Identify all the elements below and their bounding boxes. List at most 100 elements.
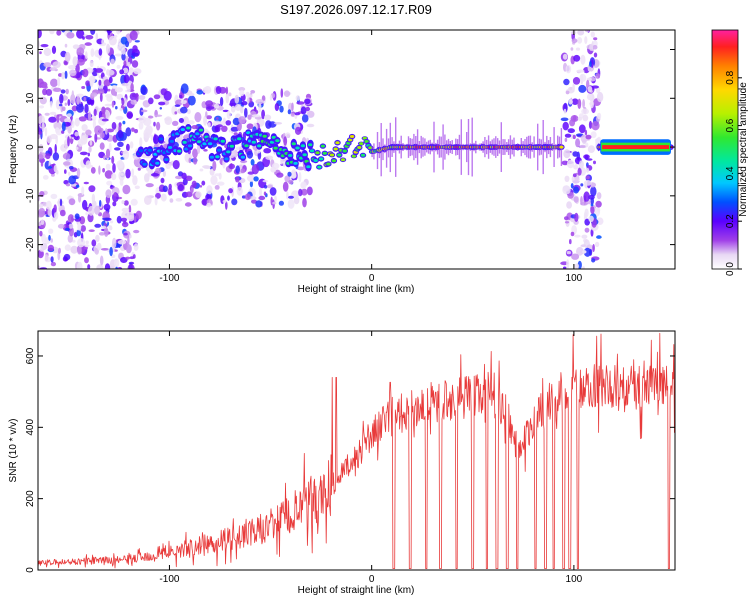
- noise-speckle: [57, 77, 61, 87]
- noise-speckle: [216, 124, 223, 128]
- noise-speckle: [43, 62, 52, 68]
- noise-speckle: [214, 185, 220, 190]
- noise-speckle: [64, 227, 70, 231]
- noise-speckle: [91, 92, 98, 97]
- spectrogram-xtick-label: -100: [159, 273, 179, 284]
- noise-speckle: [89, 77, 94, 88]
- noise-speckle: [123, 74, 130, 84]
- noise-speckle: [583, 247, 592, 257]
- snr-frame: [37, 330, 676, 571]
- noise-speckle: [562, 53, 568, 60]
- noise-speckle: [117, 46, 122, 49]
- ridge-core: [309, 149, 315, 153]
- noise-speckle: [572, 151, 579, 157]
- ridge-core: [333, 147, 338, 151]
- noise-speckle: [39, 51, 42, 55]
- ridge-core: [257, 144, 262, 148]
- noise-speckle: [106, 43, 111, 54]
- noise-speckle: [78, 193, 82, 203]
- noise-speckle: [111, 85, 118, 89]
- noise-speckle: [134, 129, 138, 134]
- noise-speckle: [300, 106, 307, 115]
- snr-xtick-label: 100: [566, 574, 583, 585]
- noise-speckle: [68, 226, 74, 237]
- noise-speckle: [179, 94, 183, 99]
- noise-speckle: [107, 62, 110, 66]
- ridge-core: [318, 157, 324, 161]
- noise-speckle: [62, 152, 71, 160]
- noise-speckle: [283, 90, 291, 97]
- noise-speckle: [65, 88, 69, 95]
- noise-speckle: [126, 111, 133, 119]
- noise-speckle: [566, 159, 575, 169]
- noise-speckle: [244, 107, 248, 118]
- noise-speckle: [180, 83, 189, 94]
- noise-speckle: [46, 200, 52, 210]
- noise-speckle: [82, 36, 85, 40]
- noise-speckle: [83, 181, 90, 185]
- noise-speckle: [228, 163, 235, 170]
- noise-speckle: [561, 25, 568, 28]
- noise-speckle: [52, 61, 61, 69]
- noise-speckle: [85, 35, 94, 40]
- noise-speckle: [76, 167, 81, 178]
- noise-speckle: [67, 234, 74, 243]
- noise-speckle: [264, 114, 272, 121]
- noise-speckle: [44, 127, 48, 137]
- noise-speckle: [285, 132, 291, 138]
- noise-speckle: [593, 37, 598, 41]
- ridge-core: [313, 159, 318, 162]
- noise-speckle: [290, 112, 296, 117]
- noise-speckle: [587, 145, 596, 154]
- noise-speckle: [225, 120, 232, 126]
- noise-speckle: [155, 192, 161, 199]
- noise-speckle: [129, 141, 134, 149]
- noise-speckle: [123, 200, 129, 206]
- noise-speckle: [266, 184, 273, 189]
- noise-speckle: [127, 61, 131, 67]
- ridge-core: [217, 148, 222, 152]
- noise-speckle: [584, 30, 590, 33]
- noise-speckle: [87, 152, 91, 157]
- noise-speckle: [582, 250, 587, 254]
- noise-speckle: [105, 148, 111, 159]
- noise-speckle: [64, 244, 71, 251]
- noise-speckle: [59, 209, 66, 217]
- ridge-core: [244, 144, 249, 148]
- noise-speckle: [64, 258, 68, 262]
- noise-speckle: [135, 210, 142, 220]
- noise-speckle: [596, 192, 602, 200]
- noise-speckle: [50, 256, 54, 263]
- noise-speckle: [99, 93, 103, 102]
- noise-speckle: [577, 98, 582, 110]
- noise-speckle: [160, 88, 167, 96]
- ridge-core: [351, 154, 357, 158]
- noise-speckle: [69, 166, 74, 170]
- noise-speckle: [130, 198, 138, 206]
- noise-speckle: [133, 68, 142, 75]
- spectrogram-xlabel: Height of straight line (km): [298, 284, 415, 295]
- noise-speckle: [573, 196, 579, 203]
- noise-speckle: [98, 165, 101, 175]
- noise-speckle: [48, 116, 57, 123]
- noise-speckle: [287, 109, 292, 115]
- noise-speckle: [121, 47, 126, 55]
- noise-speckle: [589, 100, 594, 109]
- noise-speckle: [130, 99, 138, 105]
- noise-speckle: [564, 216, 569, 221]
- noise-speckle: [191, 180, 197, 188]
- noise-speckle: [64, 61, 68, 65]
- noise-speckle: [590, 186, 597, 197]
- noise-speckle: [135, 92, 139, 102]
- colorbar-tick-label: 0.2: [725, 214, 736, 228]
- noise-speckle: [90, 48, 95, 57]
- noise-speckle: [263, 148, 272, 154]
- noise-speckle: [593, 160, 596, 165]
- noise-speckle: [222, 200, 227, 203]
- noise-speckle: [39, 230, 43, 237]
- noise-speckle: [206, 202, 212, 208]
- ridge-core: [251, 140, 256, 144]
- noise-speckle: [151, 173, 159, 177]
- noise-speckle: [127, 263, 135, 269]
